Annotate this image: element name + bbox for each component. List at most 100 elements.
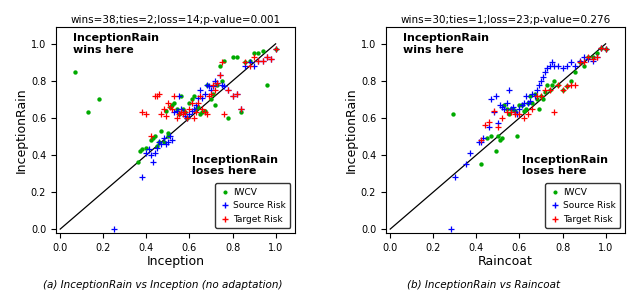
Point (518, 116, 529, 120)
Point (178, 106, 188, 111)
Point (137, 175, 147, 180)
Point (504, 112, 514, 117)
Point (191, 110, 201, 115)
Point (232, 92, 242, 96)
Point (527, 101, 538, 105)
Point (184, 106, 195, 111)
Point (501, 101, 511, 105)
Point (241, 64, 251, 68)
Point (566, 60, 576, 65)
Point (214, 73, 225, 78)
Point (200, 108, 210, 113)
Point (476, 138, 486, 143)
Legend: IWCV, Source Risk, Target Risk: IWCV, Source Risk, Target Risk (215, 183, 291, 228)
Point (184, 101, 195, 105)
Point (596, 45, 607, 50)
Point (476, 140, 486, 144)
Point (562, 84, 572, 89)
Point (557, 65, 568, 70)
Point (135, 149, 145, 154)
Point (227, 93, 237, 98)
Point (257, 49, 268, 54)
Point (154, 92, 164, 96)
Point (253, 58, 264, 63)
Point (527, 106, 538, 111)
Point (508, 106, 518, 111)
Point (163, 101, 173, 105)
Point (445, 227, 456, 231)
Point (460, 162, 470, 166)
Point (210, 79, 220, 83)
Point (510, 108, 520, 113)
Text: (b) InceptionRain vs Raincoat: (b) InceptionRain vs Raincoat (406, 280, 560, 290)
Point (506, 106, 516, 111)
Y-axis label: InceptionRain: InceptionRain (345, 87, 358, 173)
Point (553, 82, 563, 87)
Point (592, 54, 602, 59)
Point (180, 114, 190, 118)
Title: wins=38;ties=2;loss=14;p-value=0.001: wins=38;ties=2;loss=14;p-value=0.001 (70, 15, 280, 25)
Point (532, 97, 542, 102)
Point (521, 106, 531, 111)
Text: InceptionRain
wins here: InceptionRain wins here (403, 33, 488, 55)
Point (523, 101, 533, 105)
Point (262, 54, 272, 59)
Point (145, 134, 156, 139)
Text: (a) InceptionRain vs Inception (no adaptation): (a) InceptionRain vs Inception (no adapt… (44, 280, 283, 290)
Point (271, 47, 281, 52)
Point (545, 88, 555, 93)
Point (223, 116, 234, 120)
Point (588, 54, 598, 59)
Point (216, 60, 227, 65)
Point (232, 54, 242, 59)
Point (94, 97, 104, 102)
Point (583, 54, 593, 59)
Point (156, 129, 166, 133)
Point (570, 82, 580, 87)
Point (145, 153, 156, 157)
Point (202, 82, 212, 87)
Point (532, 88, 542, 93)
Point (180, 110, 190, 115)
Point (482, 136, 492, 141)
Point (159, 140, 169, 144)
Point (165, 104, 175, 109)
Text: InceptionRain
loses here: InceptionRain loses here (192, 155, 278, 176)
Point (516, 103, 527, 107)
Point (536, 93, 546, 98)
Point (178, 112, 188, 117)
Point (493, 125, 503, 129)
Point (156, 112, 166, 117)
Point (182, 116, 193, 120)
Point (236, 106, 246, 111)
Point (169, 101, 179, 105)
Point (501, 106, 511, 111)
Point (193, 95, 203, 100)
Point (488, 108, 499, 113)
Point (262, 82, 272, 87)
Point (223, 88, 234, 93)
Point (193, 101, 203, 105)
Point (70, 69, 81, 74)
Point (583, 54, 593, 59)
Point (548, 64, 559, 68)
Point (506, 110, 516, 115)
Point (600, 47, 611, 52)
Point (518, 108, 529, 113)
X-axis label: Inception: Inception (147, 255, 204, 268)
Point (545, 88, 555, 93)
Point (132, 160, 143, 165)
Point (529, 92, 540, 96)
Point (212, 80, 223, 85)
Point (204, 93, 214, 98)
Point (465, 151, 475, 155)
Point (553, 82, 563, 87)
Point (501, 110, 511, 115)
Point (167, 138, 177, 143)
Point (141, 145, 152, 150)
Point (596, 45, 607, 50)
Point (173, 112, 184, 117)
Point (208, 84, 218, 89)
Point (241, 60, 251, 65)
Point (525, 93, 535, 98)
